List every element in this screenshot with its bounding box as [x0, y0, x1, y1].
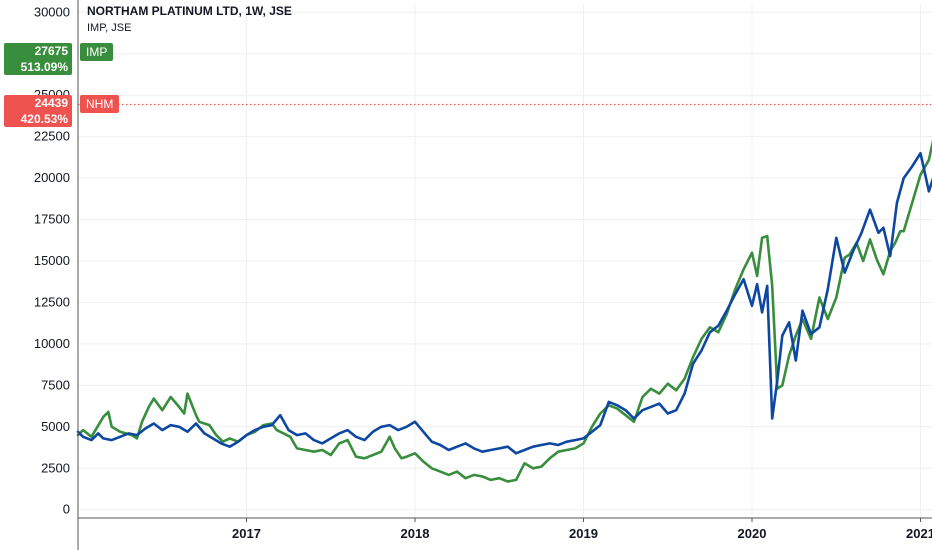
chart-subtitle: IMP, JSE [87, 22, 132, 34]
x-tick-label: 2019 [569, 526, 598, 541]
imp-change: 513.09% [20, 60, 68, 74]
y-tick-label: 20000 [34, 170, 70, 185]
y-tick-label: 0 [63, 502, 70, 517]
x-tick-label: 2020 [738, 526, 767, 541]
y-tick-label: 2500 [41, 460, 70, 475]
series-line-imp [76, 139, 932, 483]
y-tick-label: 22500 [34, 129, 70, 144]
imp-price: 27675 [34, 44, 68, 58]
nhm-price: 24439 [34, 96, 68, 110]
y-tick-label: 30000 [34, 4, 70, 19]
imp-price-tag: 27675 513.09% [4, 43, 72, 75]
imp-symbol-label[interactable]: IMP [80, 43, 114, 61]
chart-grid [78, 4, 932, 518]
y-tick-label: 15000 [34, 253, 70, 268]
chart-title: NORTHAM PLATINUM LTD, 1W, JSE [87, 4, 292, 18]
series-lines [76, 139, 932, 483]
y-tick-label: 7500 [41, 377, 70, 392]
x-tick-label: 2021 [906, 526, 932, 541]
x-tick-label: 2018 [401, 526, 430, 541]
y-tick-label: 5000 [41, 419, 70, 434]
nhm-symbol-label[interactable]: NHM [80, 95, 120, 113]
y-tick-label: 17500 [34, 212, 70, 227]
nhm-change: 420.53% [20, 112, 68, 126]
y-axis: 0 2500 5000 7500 10000 12500 15000 17500 20000 22… [34, 0, 79, 550]
y-tick-label: 12500 [34, 294, 70, 309]
x-tick-label: 2017 [232, 526, 261, 541]
series-line-nhm [76, 151, 932, 455]
nhm-price-tag: 24439 420.53% [4, 95, 72, 127]
x-axis: 2017 2018 2019 2020 2021 [78, 517, 932, 541]
y-tick-label: 10000 [34, 336, 70, 351]
